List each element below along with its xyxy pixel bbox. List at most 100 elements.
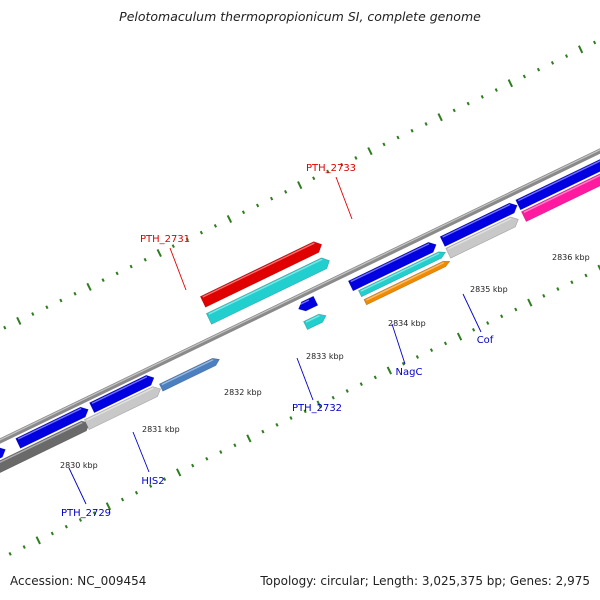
his2-grey-feature-body — [83, 386, 162, 431]
his2-grey-feature — [83, 386, 162, 431]
scale-tick-major — [437, 113, 443, 122]
outer-tick-row — [3, 40, 597, 330]
genome-backbone — [0, 148, 600, 444]
scale-tick-minor — [199, 230, 203, 235]
scale-tick-minor — [73, 291, 77, 296]
gene-leader-line — [68, 467, 87, 505]
nagc-cyan-feature-body — [357, 251, 447, 298]
scale-tick-minor — [326, 169, 330, 174]
scale-tick-minor — [345, 389, 349, 393]
gene-label: PTH_2732 — [292, 403, 342, 414]
scale-tick-minor — [466, 101, 470, 106]
gene-label: HIS2 — [141, 476, 164, 487]
cof-forward-feature-body — [439, 202, 518, 247]
pth-2733-red-feature-shine — [202, 242, 315, 298]
pink-feature-body — [520, 173, 600, 223]
scale-tick-major — [527, 298, 533, 307]
scale-tick-minor — [143, 257, 147, 262]
scale-label-kbp: 2835 kbp — [470, 285, 508, 294]
cds-forward — [15, 406, 89, 449]
pth-2732-cyan-feature-body — [303, 313, 327, 331]
his2-steel-feature-body — [158, 357, 220, 392]
pth-2732-cyan-feature-shine — [305, 314, 320, 323]
scale-tick-major — [297, 181, 303, 190]
scale-tick-minor — [289, 416, 293, 420]
scale-tick-minor — [443, 341, 448, 346]
scale-tick-minor — [171, 244, 175, 249]
gene-label: PTH_2731 — [140, 234, 190, 245]
scale-tick-minor — [148, 484, 153, 488]
scale-tick-minor — [275, 422, 279, 427]
scale-tick-minor — [134, 490, 139, 495]
scale-tick-minor — [472, 327, 476, 332]
scale-tick-minor — [536, 67, 541, 72]
scale-tick-minor — [494, 88, 498, 92]
pth-2729-grey-feature-shine — [0, 421, 83, 464]
scale-tick-minor — [486, 321, 490, 325]
scale-tick-minor — [564, 54, 569, 58]
scale-label-kbp: 2832 kbp — [224, 388, 262, 397]
cof-grey-feature-body — [445, 216, 519, 259]
his2-grey-feature-shine — [86, 387, 154, 421]
scale-tick-minor — [396, 135, 400, 140]
cds-forward — [0, 447, 6, 459]
scale-tick-minor — [284, 189, 288, 194]
scale-tick-minor — [452, 108, 456, 113]
scale-tick-minor — [593, 40, 597, 45]
scale-tick-minor — [514, 307, 518, 312]
scale-tick-minor — [8, 551, 12, 556]
scale-tick-major — [386, 366, 392, 375]
scale-tick-major — [316, 400, 322, 409]
scale-tick-major — [246, 434, 252, 443]
scale-tick-minor — [584, 273, 588, 278]
scale-tick-minor — [415, 355, 420, 359]
scale-tick-major — [176, 468, 182, 477]
pth-2732-blue-feature-body — [298, 295, 319, 312]
scale-tick-major — [16, 316, 22, 325]
scale-label-kbp: 2833 kbp — [306, 352, 344, 361]
cds-forward-shine — [17, 407, 82, 440]
cof-forward-feature — [439, 202, 518, 247]
cds-forward — [89, 374, 155, 414]
scale-tick-minor — [213, 223, 218, 228]
scale-tick-minor — [241, 210, 246, 215]
cof-grey-feature — [445, 216, 519, 259]
scale-tick-major — [156, 248, 162, 258]
pth-2731-cyan-feature-shine — [208, 258, 323, 315]
scale-tick-major — [35, 536, 41, 545]
scale-tick-minor — [570, 280, 574, 285]
gene-leader-line — [169, 247, 187, 291]
scale-tick-minor — [480, 94, 484, 99]
scale-tick-minor — [22, 545, 26, 549]
cds-forward-body — [515, 158, 600, 211]
gene-label: PTH_2733 — [306, 163, 356, 174]
scale-tick-minor — [261, 429, 265, 434]
scale-tick-minor — [92, 511, 97, 516]
cds-forward-body — [347, 241, 437, 292]
his2-steel-feature — [158, 357, 220, 392]
scale-tick-minor — [359, 382, 363, 387]
pth-2733-red-feature — [199, 241, 323, 308]
scale-tick-minor — [64, 524, 68, 529]
scale-tick-minor — [45, 305, 49, 310]
gene-label: NagC — [396, 367, 423, 378]
scale-tick-minor — [233, 443, 237, 448]
scale-tick-minor — [269, 196, 274, 201]
gene-leader-line — [335, 176, 353, 220]
scale-tick-major — [456, 332, 463, 341]
scale-tick-minor — [191, 463, 195, 468]
accession-label: Accession: NC_009454 — [10, 574, 147, 588]
scale-tick-minor — [542, 293, 546, 298]
scale-tick-minor — [312, 176, 316, 181]
scale-tick-minor — [410, 128, 414, 133]
scale-tick-minor — [101, 278, 105, 283]
scale-label-kbp: 2830 kbp — [60, 461, 98, 470]
cds-forward — [347, 241, 437, 292]
scale-tick-minor — [205, 456, 209, 461]
pth-2732-blue-feature-shine — [298, 299, 310, 306]
inner-tick-row — [8, 264, 600, 556]
scale-tick-minor — [550, 60, 555, 65]
cds-forward-shine — [517, 160, 600, 202]
